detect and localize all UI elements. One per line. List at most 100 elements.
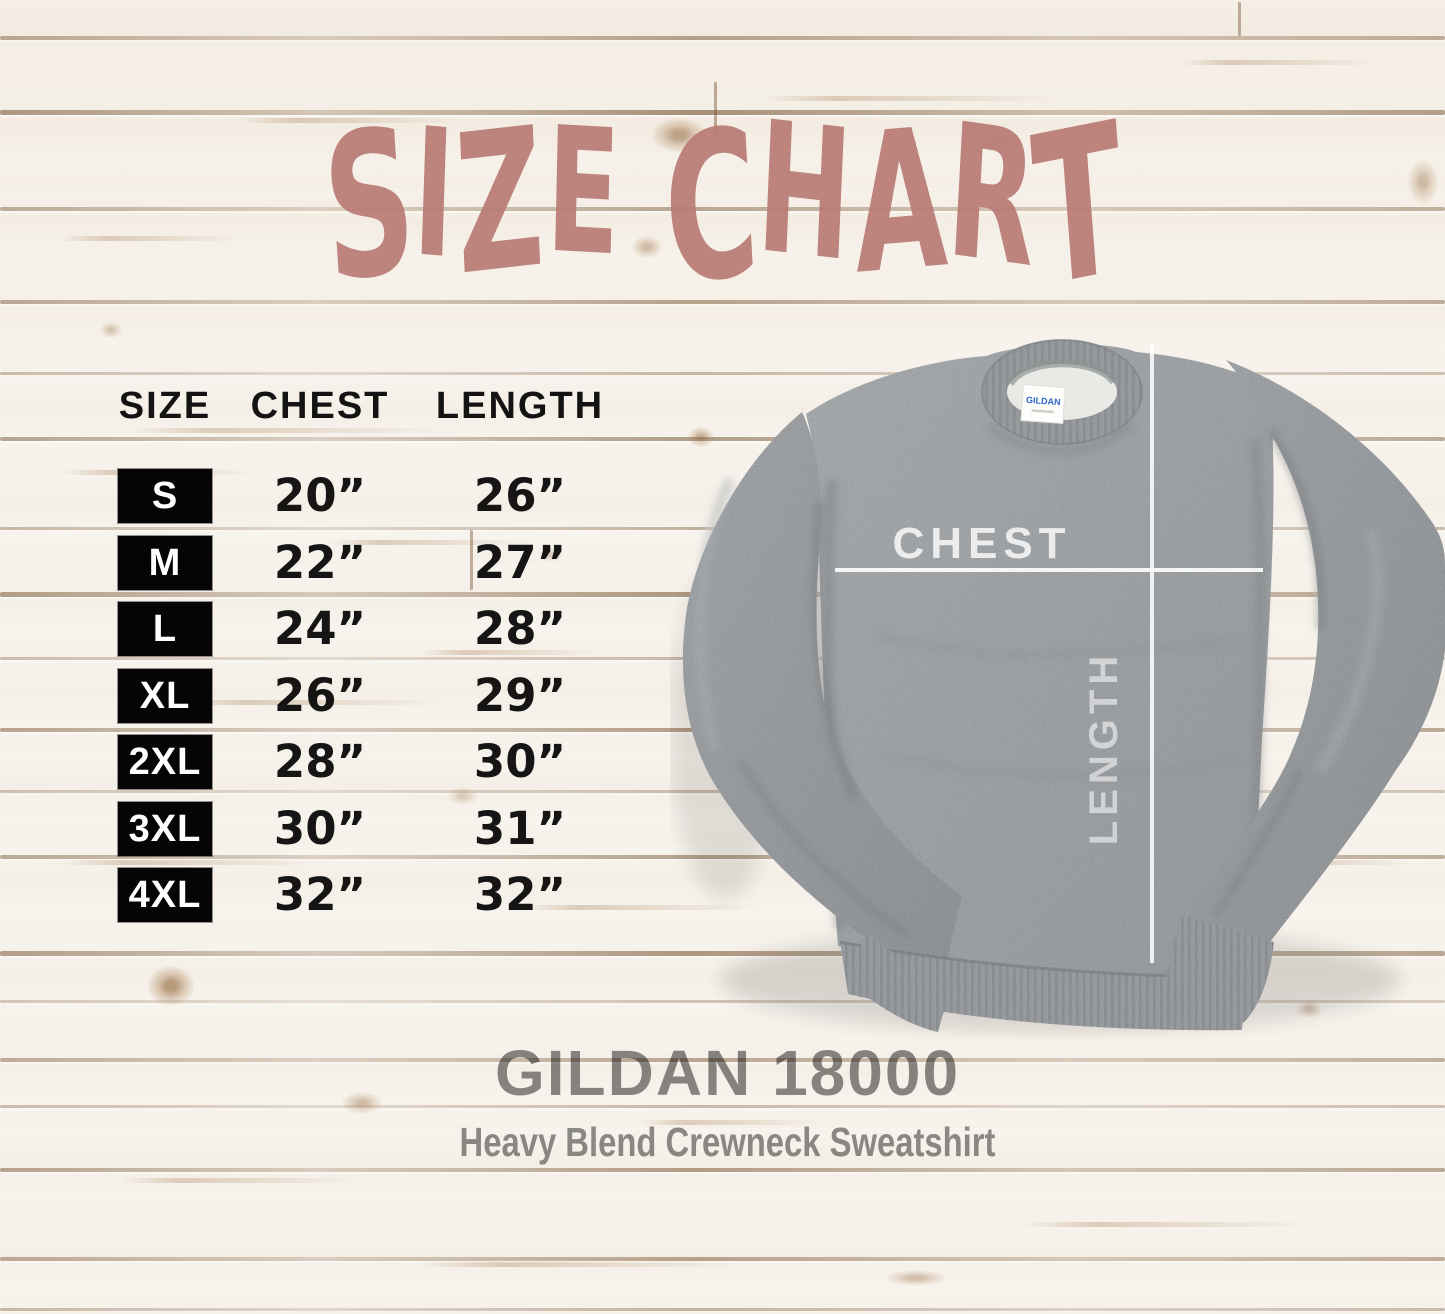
wood-grain-streak — [1180, 60, 1380, 65]
wood-grain-streak — [120, 1178, 360, 1183]
wood-plank-joint — [470, 530, 473, 590]
wood-grain-streak — [420, 1262, 740, 1267]
chest-cell: 32” — [235, 872, 405, 918]
table-row: M 22” 27” — [95, 530, 635, 597]
size-cell: L — [95, 602, 235, 657]
chest-cell: 26” — [235, 668, 405, 722]
size-cell: XL — [95, 668, 235, 723]
wood-plank-seam — [0, 437, 1445, 441]
size-badge: 3XL — [118, 801, 212, 856]
chest-cell: 20” — [235, 473, 405, 519]
wood-knot — [342, 1092, 382, 1114]
size-label: 4XL — [128, 874, 202, 917]
wood-grain-streak — [640, 1120, 820, 1125]
wood-grain-streak — [520, 905, 760, 910]
chest-value: 28” — [273, 735, 367, 789]
chest-value: 26” — [273, 668, 367, 722]
wood-plank-seam — [0, 207, 1445, 211]
wood-knot — [980, 132, 1014, 152]
size-label: M — [148, 541, 182, 584]
size-badge: L — [118, 602, 212, 657]
sweatshirt-fabric — [682, 339, 1445, 1032]
chest-value: 24” — [273, 602, 367, 656]
title-letter: I — [410, 90, 458, 300]
column-header-length: LENGTH — [435, 385, 605, 427]
length-value: 26” — [473, 469, 567, 523]
size-badge: 2XL — [118, 735, 212, 790]
length-cell: 32” — [405, 872, 635, 918]
wood-plank-seam — [0, 300, 1445, 304]
chest-measure-label: CHEST — [892, 519, 1071, 568]
length-value: 32” — [473, 868, 567, 922]
title-letter: C — [658, 84, 764, 334]
chest-value: 20” — [273, 469, 367, 523]
product-subtitle: Heavy Blend Crewneck Sweatshirt — [459, 1119, 996, 1165]
wood-grain-streak — [130, 428, 450, 433]
length-cell: 30” — [405, 739, 635, 785]
chest-cell: 24” — [235, 606, 405, 652]
sweatshirt-left-cuff — [848, 932, 952, 1032]
length-value: 31” — [473, 801, 567, 855]
page-title: SIZE CHART — [0, 79, 1445, 335]
length-value: 30” — [473, 735, 567, 789]
product-info: GILDAN 18000 Heavy Blend Crewneck Sweats… — [0, 1040, 1445, 1164]
chest-cell: 28” — [235, 739, 405, 785]
wood-knot — [1408, 160, 1438, 204]
sweatshirt-photo: GILDAN CHEST LENGTH — [670, 339, 1445, 1032]
tag-brand-text: GILDAN — [1026, 395, 1061, 407]
title-letter: S — [317, 84, 422, 330]
product-name: GILDAN 18000 — [494, 1037, 961, 1109]
title-letter: Z — [451, 86, 548, 320]
table-row: XL 26” 29” — [95, 663, 635, 730]
wood-knot — [688, 427, 714, 447]
collar-inner-seam — [1006, 359, 1118, 386]
column-header-size: SIZE — [118, 385, 212, 427]
measurement-overlay: CHEST LENGTH — [835, 344, 1263, 963]
wood-plank-seam — [0, 372, 1445, 375]
collar-ribbing — [981, 339, 1143, 445]
wood-knot — [100, 322, 122, 338]
wood-grain-streak — [60, 236, 240, 241]
size-cell: S — [95, 469, 235, 524]
chest-cell: 22” — [235, 535, 405, 589]
length-measure-label: LENGTH — [1082, 651, 1126, 845]
wood-grain-streak — [60, 860, 320, 865]
wood-plank-joint — [714, 82, 717, 138]
wood-plank-seam — [0, 110, 1445, 115]
sweatshirt-body — [806, 344, 1274, 979]
wood-plank-seam — [0, 1257, 1445, 1261]
size-badge: 4XL — [118, 868, 212, 923]
wood-plank-seam — [0, 1000, 1445, 1003]
chest-value: 22” — [273, 535, 367, 589]
wood-plank-seam — [0, 1105, 1445, 1108]
chest-cell: 30” — [235, 805, 405, 852]
title-letter: H — [753, 83, 856, 303]
wood-knot — [632, 236, 662, 258]
size-badge: S — [118, 469, 212, 524]
wood-grain-streak — [180, 700, 440, 705]
length-cell: 31” — [405, 801, 635, 855]
table-row: 2XL 28” 30” — [95, 729, 635, 796]
size-label: S — [151, 475, 179, 518]
wood-knot — [652, 118, 706, 152]
size-badge: XL — [118, 668, 212, 723]
length-cell: 29” — [405, 668, 635, 722]
sweatshirt-right-sleeve — [1190, 360, 1445, 942]
wood-knot — [148, 966, 194, 1006]
title-letter: A — [850, 87, 950, 319]
length-value: 29” — [473, 668, 567, 722]
length-cell: 27” — [405, 539, 635, 586]
size-label: 2XL — [128, 741, 202, 784]
wood-plank-joint — [1238, 2, 1241, 36]
wood-grain-streak — [420, 650, 600, 655]
size-table-body: S 20” 26” M 22” 27” L 24” 28” XL 26” 29 — [95, 463, 635, 929]
length-cell: 28” — [405, 606, 635, 652]
length-cell: 26” — [405, 473, 635, 519]
size-table-header: SIZE CHEST LENGTH — [95, 385, 635, 463]
page-title-letters: SIZE CHART — [317, 79, 1131, 335]
size-cell: 2XL — [95, 735, 235, 790]
size-table: SIZE CHEST LENGTH S 20” 26” M 22” 27” L … — [95, 385, 635, 929]
wood-knot — [540, 548, 562, 562]
neck-tag: GILDAN — [1020, 384, 1066, 424]
